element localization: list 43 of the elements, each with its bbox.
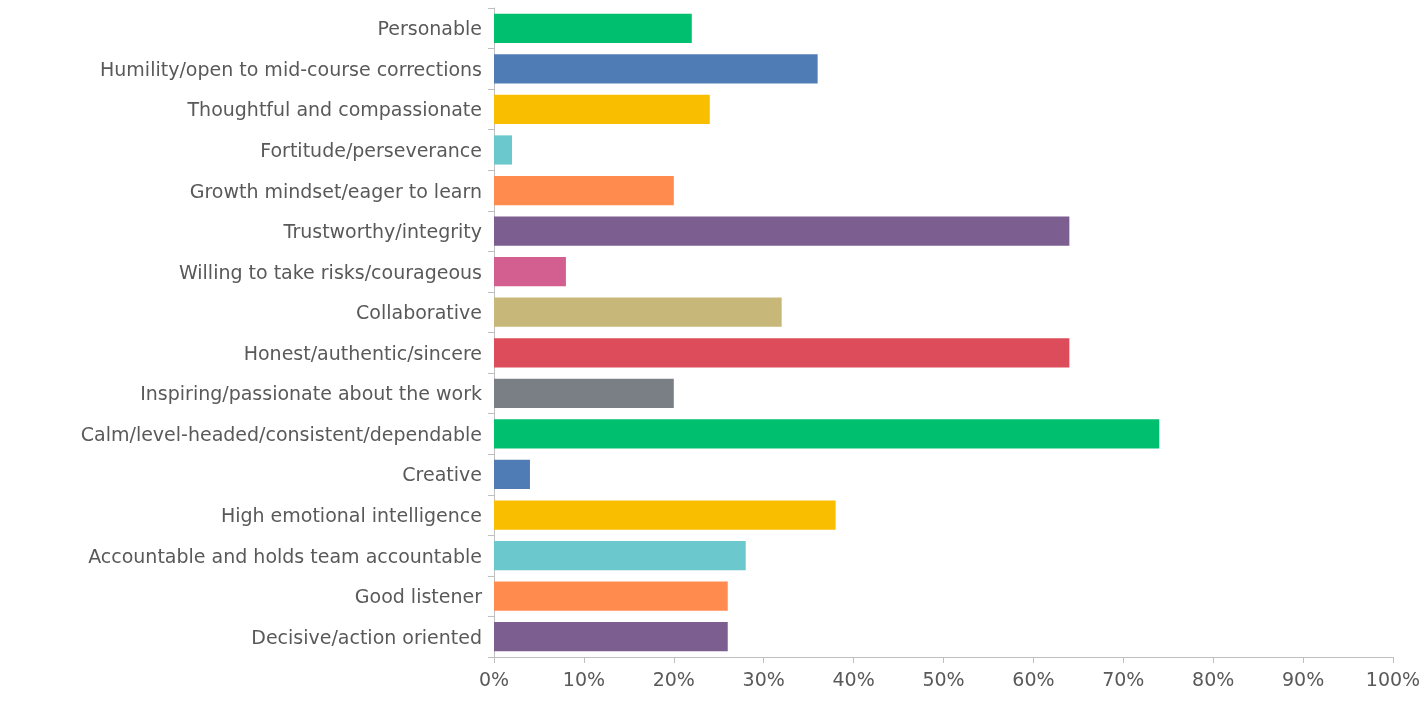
bar [494,257,566,287]
y-tick-label: Trustworthy/integrity [282,220,482,243]
bar [494,378,674,408]
x-tick-label: 40% [832,667,875,690]
y-tick-label: Decisive/action oriented [251,625,482,648]
x-tick-label: 90% [1281,667,1325,690]
x-tick-label: 80% [1192,667,1235,690]
x-tick-label: 50% [922,667,965,690]
bar [494,135,512,165]
y-tick-label: Good listener [354,585,483,608]
bar [494,419,1160,449]
bar [494,338,1070,368]
bar [494,175,674,206]
y-tick-label: Accountable and holds team accountable [88,544,482,567]
y-tick-label: Fortitude/perseverance [260,138,482,161]
bar [494,216,1070,246]
x-tick-label: 30% [742,667,785,690]
bar [494,622,728,652]
y-tick-label: Thoughtful and compassionate [186,98,482,121]
y-tick-label: Calm/level-headed/consistent/dependable [80,422,482,445]
bar [494,297,782,327]
y-tick-label: High emotional intelligence [220,504,482,527]
bar [494,500,836,530]
bar [494,581,728,611]
y-tick-label: Collaborative [356,301,482,324]
x-tick-label: 10% [562,667,606,690]
y-tick-label: Creative [402,463,482,486]
x-tick-label: 0% [478,667,510,690]
y-tick-label: Inspiring/passionate about the work [140,382,482,405]
y-tick-label: Humility/open to mid-course corrections [100,57,482,80]
bar [494,94,710,125]
bar [494,13,692,43]
y-tick-label: Honest/authentic/sincere [243,341,482,364]
y-tick-label: Personable [377,17,482,40]
x-tick-label: 70% [1102,667,1145,690]
bar [494,54,818,84]
y-tick-label: Willing to take risks/courageous [178,260,482,283]
x-tick-label: 20% [652,667,695,690]
x-tick-label: 100% [1365,667,1421,690]
y-tick-label: Growth mindset/eager to learn [189,179,482,202]
bar [494,540,746,571]
x-tick-label: 60% [1012,667,1055,690]
bar [494,459,530,490]
